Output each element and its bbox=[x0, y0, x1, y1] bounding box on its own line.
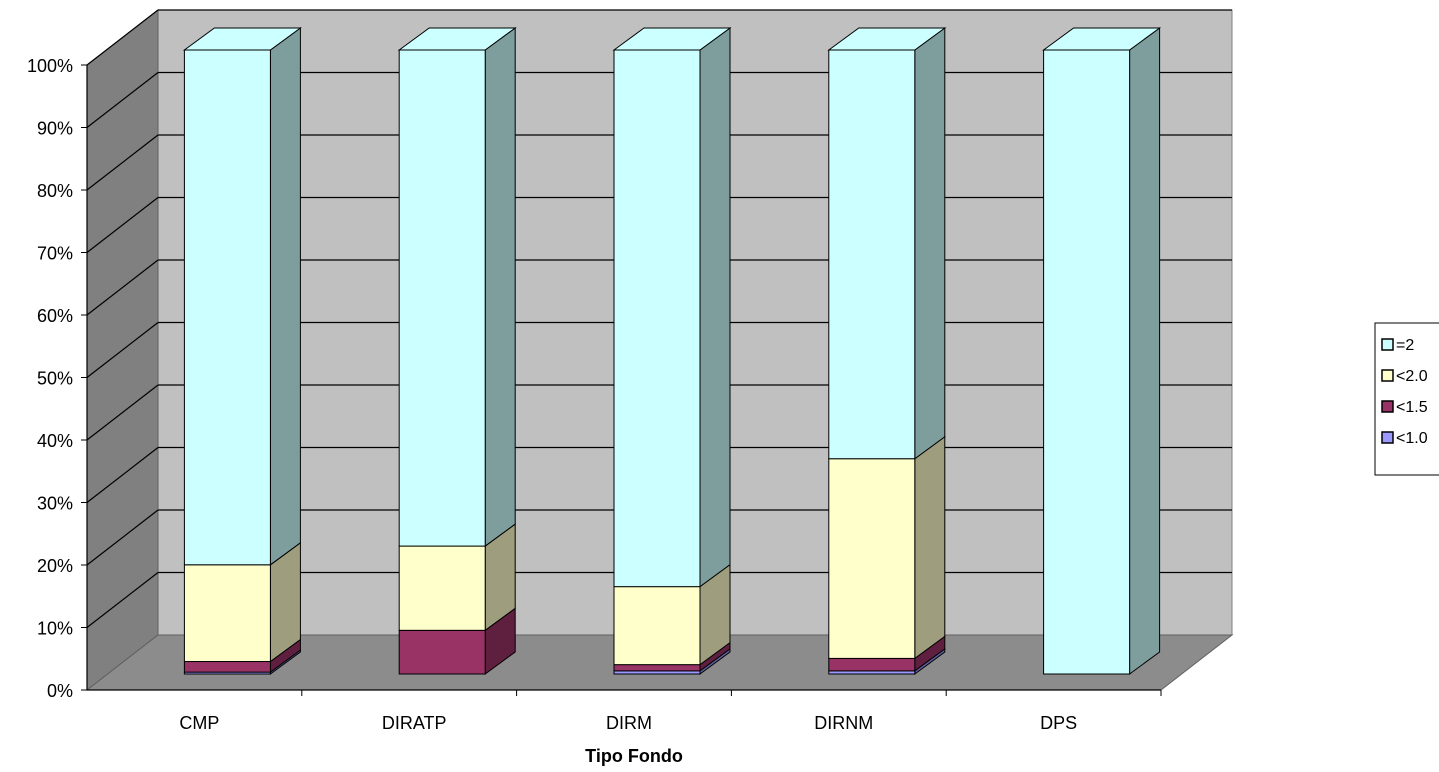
axes bbox=[86, 65, 1161, 691]
y-tick-label: 60% bbox=[37, 306, 73, 326]
x-tick-label: DIRNM bbox=[814, 713, 873, 733]
legend-swatch bbox=[1381, 369, 1394, 382]
bar-side-DIRNM bbox=[914, 27, 946, 460]
bar-DIRM bbox=[612, 27, 732, 675]
bar-DPS bbox=[1042, 27, 1162, 675]
legend-label: <2.0 bbox=[1396, 368, 1428, 385]
bars bbox=[182, 27, 1162, 675]
x-tick-label: DIRATP bbox=[382, 713, 447, 733]
x-tick-labels: CMP DIRATP DIRM DIRNM DPS bbox=[179, 690, 1162, 733]
bar-top-DIRATP bbox=[397, 27, 517, 51]
bar-segment-DIRATP bbox=[398, 629, 486, 675]
y-tick-label: 40% bbox=[37, 431, 73, 451]
grid-line-diagonal bbox=[86, 197, 159, 253]
grid-line-diagonal bbox=[86, 572, 159, 628]
legend-swatch bbox=[1381, 338, 1394, 351]
bar-top-DIRNM bbox=[827, 27, 947, 51]
bar-side-DIRM bbox=[699, 27, 731, 588]
bar-DIRATP bbox=[397, 27, 517, 675]
bar-side-DIRNM bbox=[914, 435, 946, 660]
bar-segment-DPS bbox=[1043, 49, 1131, 675]
x-tick-label: DPS bbox=[1040, 713, 1077, 733]
y-tick-label: 10% bbox=[37, 619, 73, 639]
grid-line-diagonal bbox=[86, 509, 159, 566]
grid-line-diagonal bbox=[86, 447, 159, 503]
bar-segment-CMP bbox=[183, 564, 271, 663]
legend-label: =2 bbox=[1396, 337, 1414, 354]
y-tick-label: 30% bbox=[37, 494, 73, 514]
bar-top-CMP bbox=[182, 27, 302, 51]
legend-label: <1.5 bbox=[1396, 399, 1428, 416]
bar-segment-DIRNM bbox=[828, 49, 916, 460]
x-tick-label: CMP bbox=[179, 713, 219, 733]
bar-segment-CMP bbox=[183, 661, 271, 673]
bar-segment-CMP bbox=[183, 49, 271, 566]
grid-line-diagonal bbox=[86, 134, 159, 191]
legend: =2 <2.0 <1.5 <1.0 bbox=[1374, 322, 1439, 476]
grid-line-diagonal bbox=[86, 72, 159, 128]
bar-segment-DIRNM bbox=[828, 657, 916, 672]
bar-side-DPS bbox=[1129, 27, 1161, 675]
grid-line-diagonal bbox=[86, 322, 159, 378]
y-tick-label: 0% bbox=[47, 681, 73, 701]
y-tick-label: 100% bbox=[27, 56, 73, 76]
bar-segment-DIRNM bbox=[828, 458, 916, 659]
y-tick-label: 50% bbox=[37, 369, 73, 389]
bar-top-DPS bbox=[1042, 27, 1162, 51]
bar-segment-DIRATP bbox=[398, 545, 486, 631]
grid-line-diagonal bbox=[86, 259, 159, 316]
grid-line-diagonal bbox=[86, 384, 159, 441]
bar-DIRNM bbox=[827, 27, 947, 675]
bar-side-CMP bbox=[269, 27, 301, 566]
x-axis-label: Tipo Fondo bbox=[585, 746, 683, 766]
y-tick-label: 70% bbox=[37, 244, 73, 264]
y-tick-label: 20% bbox=[37, 556, 73, 576]
x-tick-label: DIRM bbox=[606, 713, 652, 733]
bar-CMP bbox=[182, 27, 302, 675]
y-tick-label: 80% bbox=[37, 181, 73, 201]
y-tick-labels: 0% 10% 20% 30% 40% 50% 60% 70% 80% 90% 100% bbox=[27, 56, 73, 701]
bar-top-DIRM bbox=[612, 27, 732, 51]
grid-line-diagonal bbox=[86, 9, 159, 66]
bar-segment-DIRM bbox=[613, 664, 701, 672]
y-tick-label: 90% bbox=[37, 119, 73, 139]
legend-swatch bbox=[1381, 400, 1394, 413]
bar-segment-DIRM bbox=[613, 49, 701, 588]
bar-segment-DIRATP bbox=[398, 49, 486, 547]
bar-side-DIRATP bbox=[484, 27, 516, 548]
bar-segment-DIRM bbox=[613, 586, 701, 666]
legend-swatch bbox=[1381, 431, 1394, 444]
legend-label: <1.0 bbox=[1396, 430, 1428, 447]
